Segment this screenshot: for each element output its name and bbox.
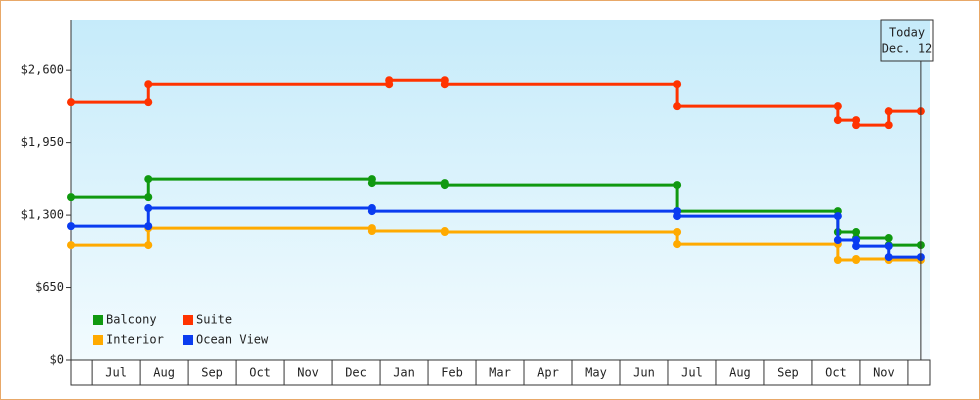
- x-tick-label: Sep: [777, 366, 799, 380]
- price-point: [67, 193, 75, 202]
- x-tick-label: Jun: [633, 366, 655, 380]
- price-point-before: [833, 102, 842, 111]
- price-point-before: [884, 121, 893, 130]
- x-tick-label: Dec: [345, 366, 367, 380]
- price-point-before: [673, 228, 682, 237]
- price-point: [673, 212, 682, 221]
- price-point: [144, 204, 153, 213]
- price-point-before: [144, 241, 153, 250]
- legend-swatch: [183, 335, 193, 345]
- price-point: [367, 207, 376, 216]
- price-point-before: [884, 242, 893, 251]
- x-tick-label: Oct: [825, 366, 847, 380]
- price-point: [440, 228, 449, 237]
- x-tick-label: Jan: [393, 366, 415, 380]
- price-point-before: [852, 228, 861, 237]
- price-point: [884, 107, 893, 116]
- price-point: [67, 98, 75, 107]
- x-tick-label: Nov: [873, 366, 895, 380]
- price-point: [673, 240, 682, 249]
- x-tick-label: Feb: [441, 366, 463, 380]
- today-label: Today: [889, 26, 925, 40]
- price-point: [367, 179, 376, 188]
- x-tick-label: Jul: [681, 366, 703, 380]
- legend-swatch: [93, 315, 103, 325]
- legend-label: Suite: [196, 313, 232, 327]
- price-point: [440, 80, 449, 89]
- x-tick-label: Oct: [249, 366, 271, 380]
- legend-label: Ocean View: [196, 333, 269, 347]
- price-point-before: [833, 212, 842, 221]
- y-tick-label: $1,950: [21, 135, 64, 149]
- price-point: [367, 227, 376, 236]
- x-tick-label: Aug: [153, 366, 175, 380]
- y-tick-label: $1,300: [21, 208, 64, 222]
- price-point: [440, 181, 449, 190]
- price-point: [67, 222, 75, 231]
- legend-label: Balcony: [106, 313, 157, 327]
- price-point: [144, 80, 153, 89]
- price-point-before: [673, 181, 682, 190]
- legend-swatch: [93, 335, 103, 345]
- price-point-before: [852, 236, 861, 245]
- price-point: [852, 242, 861, 251]
- x-tick-label: May: [585, 366, 607, 380]
- price-point: [852, 255, 861, 264]
- price-point: [833, 236, 842, 245]
- x-tick-label: Apr: [537, 366, 559, 380]
- plot-area: [71, 20, 930, 360]
- price-point: [884, 253, 893, 262]
- today-box: [880, 19, 934, 62]
- price-point-before: [144, 98, 153, 107]
- price-point-before: [144, 193, 153, 202]
- x-tick-label: Sep: [201, 366, 223, 380]
- price-point-before: [884, 234, 893, 243]
- legend-label: Interior: [106, 333, 164, 347]
- today-label: Dec. 12: [882, 42, 933, 56]
- price-point: [67, 241, 75, 250]
- y-tick-label: $650: [35, 280, 64, 294]
- x-tick-label: Mar: [489, 366, 511, 380]
- price-point: [833, 116, 842, 125]
- price-point: [833, 256, 842, 265]
- y-tick-label: $0: [50, 353, 64, 367]
- y-tick-label: $2,600: [21, 63, 64, 77]
- price-point-before: [144, 222, 153, 231]
- x-tick-label: Aug: [729, 366, 751, 380]
- legend-swatch: [183, 315, 193, 325]
- x-tick-label: Nov: [297, 366, 319, 380]
- price-point-before: [673, 80, 682, 89]
- price-point: [144, 175, 153, 184]
- price-point: [385, 76, 394, 85]
- price-point: [852, 121, 861, 130]
- price-point: [673, 102, 682, 111]
- x-tick-label: Jul: [105, 366, 127, 380]
